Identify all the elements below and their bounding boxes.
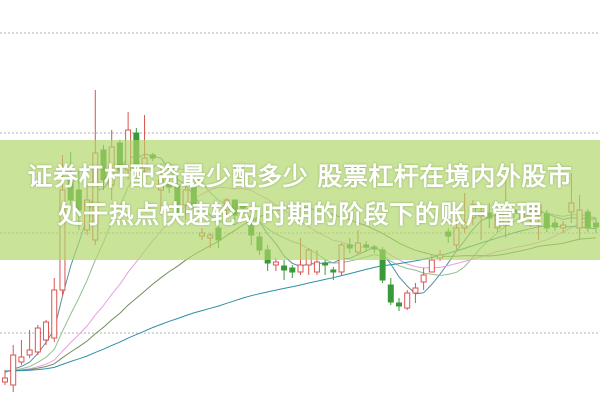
candle-body (297, 264, 304, 273)
candle-body (428, 259, 435, 273)
candle-body (2, 377, 8, 383)
headline-line-2: 处于热点快速轮动时期的阶段下的账户管理 (57, 200, 543, 229)
headline-line-1: 证券杠杆配资最少配多少 股票杠杆在境内外股市 (27, 162, 573, 191)
candle-body (10, 354, 17, 386)
candle-body (404, 292, 411, 309)
candle-body (387, 284, 394, 303)
candle-body (34, 327, 41, 353)
candle-body (26, 349, 33, 356)
candle-body (420, 274, 427, 283)
candle-body (396, 302, 402, 307)
candle-body (330, 269, 337, 273)
candle-body (313, 261, 320, 273)
candle-body (272, 261, 279, 266)
candle-body (281, 265, 288, 271)
candle-body (322, 262, 329, 266)
candle-body (18, 356, 25, 363)
candle-body (51, 289, 58, 339)
candle-body (43, 321, 50, 341)
headline: 证券杠杆配资最少配多少 股票杠杆在境内外股市 处于热点快速轮动时期的阶段下的账户… (0, 158, 600, 234)
title-banner (0, 140, 600, 260)
candle-body (412, 287, 419, 294)
candle-body (289, 267, 296, 273)
